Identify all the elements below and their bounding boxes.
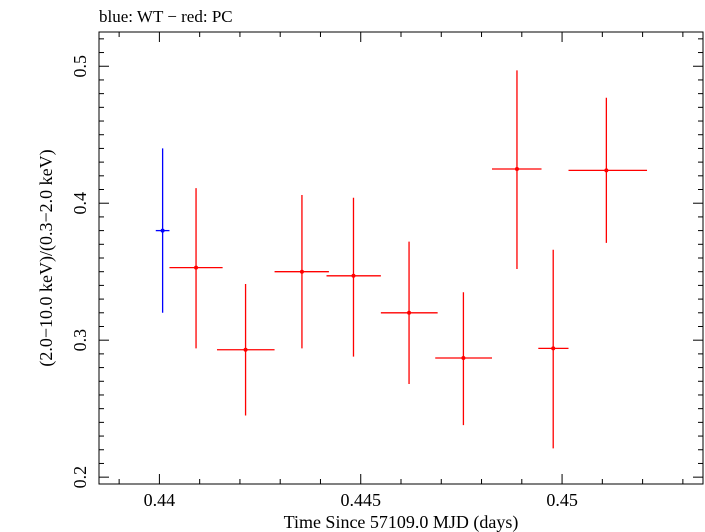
x-tick-label: 0.445 — [340, 490, 381, 510]
x-tick-label: 0.44 — [144, 490, 176, 510]
point-marker — [194, 265, 199, 270]
y-tick-label: 0.4 — [70, 192, 90, 215]
data-point-wt — [155, 148, 170, 313]
point-marker — [514, 166, 519, 171]
point-marker — [551, 346, 556, 351]
point-marker — [299, 269, 304, 274]
data-points — [155, 70, 648, 449]
x-axis-label: Time Since 57109.0 MJD (days) — [284, 512, 519, 532]
data-point-pc — [492, 70, 542, 269]
y-tick-label: 0.3 — [70, 329, 90, 352]
data-point-pc — [169, 188, 223, 349]
data-point-pc — [538, 249, 569, 449]
y-tick-label: 0.5 — [70, 55, 90, 78]
x-tick-label: 0.45 — [546, 490, 578, 510]
y-axis-label: (2.0−10.0 keV)/(0.3−2.0 keV) — [36, 149, 57, 366]
y-tick-label: 0.2 — [70, 466, 90, 489]
tick-marks: 0.44 0.445 0.45 0.2 0.3 0.4 0.5 — [70, 32, 703, 510]
point-marker — [407, 310, 412, 315]
point-marker — [604, 168, 609, 173]
point-marker — [243, 347, 248, 352]
data-point-pc — [380, 241, 438, 385]
data-point-pc — [274, 194, 329, 349]
point-marker — [461, 355, 466, 360]
chart-title: blue: WT − red: PC — [99, 7, 233, 26]
point-marker — [160, 228, 165, 233]
data-point-pc — [326, 197, 381, 357]
data-point-pc — [216, 284, 275, 416]
data-point-pc — [568, 97, 648, 243]
point-marker — [351, 273, 356, 278]
data-point-pc — [435, 292, 493, 426]
